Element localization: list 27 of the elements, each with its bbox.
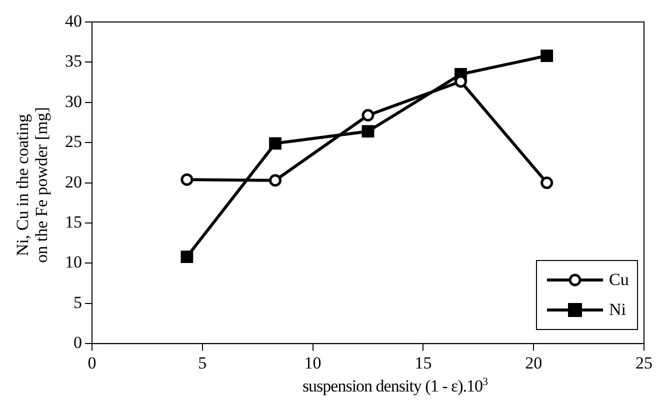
y-tick-label: 15	[65, 212, 82, 232]
y-tick-label: 10	[65, 252, 82, 272]
y-tick-label: 0	[74, 333, 82, 352]
point	[180, 250, 194, 263]
y-tick-label: 30	[65, 92, 82, 111]
x-tick-label: 5	[198, 353, 207, 372]
y-tick-label: 35	[65, 52, 82, 71]
x-tick-label: 0	[88, 353, 96, 372]
y-tick-label: 20	[65, 172, 82, 192]
point	[362, 109, 374, 122]
point	[269, 137, 282, 150]
legend-label: Ni	[609, 300, 626, 320]
x-tick-label: 25	[636, 353, 652, 372]
x-tick-label: 10	[304, 353, 322, 372]
y-tick-label: 5	[74, 292, 82, 312]
point	[540, 176, 554, 190]
x-axis-title: suspension density (1 - ε).10$^{3}$	[301, 376, 489, 397]
point	[180, 173, 194, 186]
point	[540, 50, 554, 62]
x-tick-label: 20	[525, 353, 542, 372]
point	[269, 174, 282, 187]
y-tick-label: 40	[65, 11, 82, 30]
x-tick-label: 15	[414, 353, 432, 372]
y-axis-title: Ni, Cu in the coating on the Fe powder [mg]	[13, 107, 51, 263]
point	[362, 125, 374, 138]
legend-label: Cu	[609, 270, 629, 290]
y-tick-label: 25	[65, 132, 82, 152]
